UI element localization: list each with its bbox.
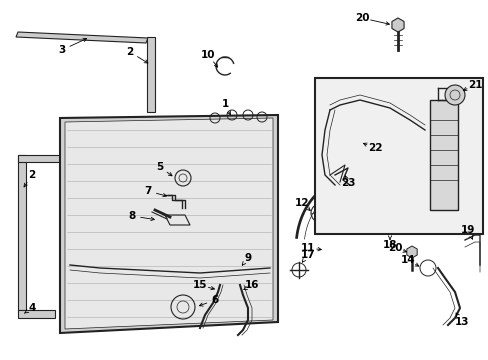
Text: 23: 23 — [340, 178, 354, 188]
Text: 20: 20 — [387, 243, 402, 253]
Text: 2: 2 — [126, 47, 133, 57]
Text: 6: 6 — [211, 295, 218, 305]
Text: 22: 22 — [367, 143, 382, 153]
Text: 4: 4 — [28, 303, 36, 313]
Text: 8: 8 — [128, 211, 135, 221]
Text: 7: 7 — [144, 186, 151, 196]
Text: 21: 21 — [467, 80, 481, 90]
Text: 19: 19 — [460, 225, 474, 235]
Polygon shape — [18, 310, 55, 318]
Polygon shape — [16, 32, 148, 43]
Text: 10: 10 — [201, 50, 215, 60]
Text: 11: 11 — [300, 243, 315, 253]
Text: 13: 13 — [454, 317, 468, 327]
Text: 3: 3 — [58, 45, 65, 55]
Text: 18: 18 — [382, 240, 396, 250]
Polygon shape — [18, 155, 26, 310]
Bar — [429, 100, 457, 210]
Text: 12: 12 — [294, 198, 308, 208]
Text: 16: 16 — [244, 280, 259, 290]
Text: 15: 15 — [192, 280, 207, 290]
Polygon shape — [147, 37, 155, 112]
Polygon shape — [18, 155, 148, 162]
Text: 9: 9 — [244, 253, 251, 263]
Text: 2: 2 — [28, 170, 36, 180]
Bar — [314, 78, 482, 234]
Text: 14: 14 — [400, 255, 414, 265]
Text: 5: 5 — [156, 162, 163, 172]
Text: 17: 17 — [300, 250, 315, 260]
Text: 1: 1 — [221, 99, 228, 109]
Circle shape — [444, 85, 464, 105]
Text: 20: 20 — [354, 13, 368, 23]
Polygon shape — [60, 115, 278, 333]
Polygon shape — [65, 118, 272, 329]
